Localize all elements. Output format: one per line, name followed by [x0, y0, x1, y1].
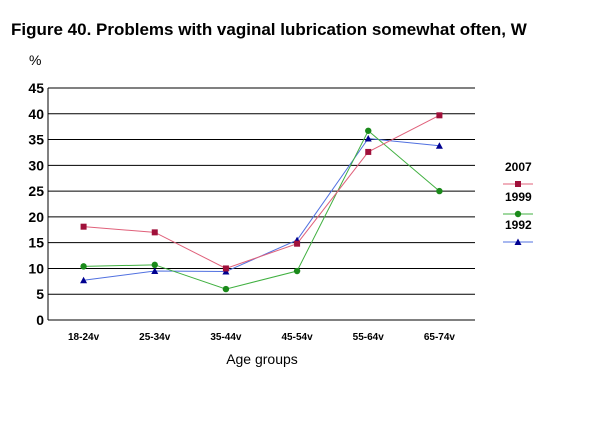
x-axis-label: Age groups — [226, 351, 298, 367]
x-tick-label: 18-24v — [68, 332, 100, 343]
data-point — [222, 265, 229, 272]
legend: 2007 1999 1992 — [503, 160, 533, 245]
y-tick-label: 15 — [28, 235, 44, 251]
series-1999 — [80, 127, 443, 293]
grid-lines — [47, 87, 475, 321]
y-tick-label: 10 — [28, 260, 44, 276]
legend-label: 1992 — [505, 218, 532, 232]
y-tick-label: 5 — [36, 286, 44, 302]
y-unit-label: % — [29, 52, 42, 68]
series-line — [83, 130, 440, 290]
y-tick-label: 30 — [28, 157, 44, 173]
data-point — [222, 285, 230, 293]
data-point — [436, 112, 443, 119]
y-tick-label: 20 — [28, 209, 44, 225]
series-line — [83, 114, 440, 269]
data-point — [80, 223, 87, 230]
data-point — [515, 181, 521, 187]
y-tick-labels: 0 5 10 15 20 25 30 35 40 45 — [28, 80, 44, 328]
data-point — [293, 267, 301, 275]
data-point — [365, 127, 372, 134]
data-point — [435, 142, 443, 149]
data-point — [365, 148, 372, 155]
legend-item-1999: 1999 — [503, 190, 533, 218]
x-tick-labels: 18-24v 25-34v 35-44v 45-54v 55-64v 65-74v — [68, 332, 455, 343]
data-point — [514, 238, 522, 245]
y-tick-label: 40 — [28, 106, 44, 122]
data-point — [514, 210, 522, 218]
y-tick-label: 0 — [36, 312, 44, 328]
x-tick-label: 45-54v — [282, 332, 314, 343]
data-point — [294, 240, 301, 247]
x-tick-label: 55-64v — [353, 332, 385, 343]
y-tick-label: 25 — [28, 183, 44, 199]
series-1992 — [80, 135, 443, 284]
data-point — [151, 229, 158, 236]
data-point — [436, 187, 443, 195]
legend-item-1992: 1992 — [503, 218, 533, 245]
legend-label: 1999 — [505, 190, 532, 204]
x-tick-label: 25-34v — [139, 332, 171, 343]
legend-item-2007: 2007 — [503, 160, 533, 187]
x-tick-label: 65-74v — [424, 332, 456, 343]
data-point — [80, 276, 88, 284]
legend-label: 2007 — [505, 160, 532, 174]
series-lines — [80, 112, 443, 293]
x-tick-label: 35-44v — [210, 332, 242, 343]
data-point — [151, 267, 159, 275]
chart-title: Figure 40. Problems with vaginal lubrica… — [11, 20, 527, 39]
series-line — [83, 137, 440, 281]
data-point — [364, 135, 372, 142]
data-point — [151, 261, 158, 269]
y-tick-label: 35 — [28, 132, 44, 148]
data-point — [80, 263, 87, 270]
y-tick-label: 45 — [28, 80, 44, 96]
series-2007 — [80, 112, 443, 272]
